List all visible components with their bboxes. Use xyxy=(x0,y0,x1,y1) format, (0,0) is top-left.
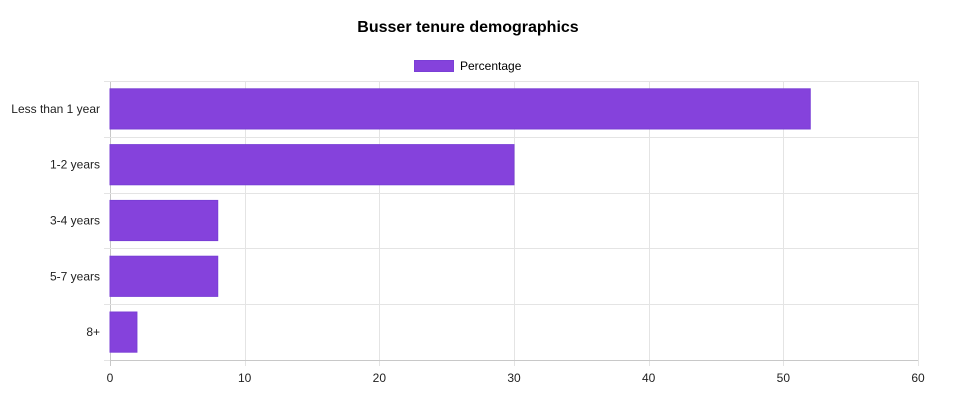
x-tick-label: 0 xyxy=(107,371,114,385)
chart-title: Busser tenure demographics xyxy=(357,19,579,36)
bar-3-4-years xyxy=(109,199,219,242)
y-tick-label: 1-2 years xyxy=(50,158,100,172)
x-tick-label: 20 xyxy=(373,371,387,385)
x-tick-label: 60 xyxy=(911,371,925,385)
bar-5-7-years xyxy=(109,255,219,297)
bar-1-2-years xyxy=(109,144,515,186)
y-tick-label: Less than 1 year xyxy=(11,102,100,116)
bar-8 xyxy=(109,311,138,353)
x-tick-label: 50 xyxy=(777,371,791,385)
y-tick-label: 8+ xyxy=(86,325,100,339)
legend[interactable]: Percentage xyxy=(414,58,521,74)
legend-label-percentage: Percentage xyxy=(460,59,522,73)
legend-swatch-percentage xyxy=(414,60,454,72)
x-tick-label: 30 xyxy=(507,371,521,385)
x-tick-label: 10 xyxy=(238,371,252,385)
x-tick-label: 40 xyxy=(642,371,656,385)
bar-less-than-1-year xyxy=(109,88,811,130)
y-tick-label: 3-4 years xyxy=(50,214,100,228)
y-tick-label: 5-7 years xyxy=(50,269,100,283)
